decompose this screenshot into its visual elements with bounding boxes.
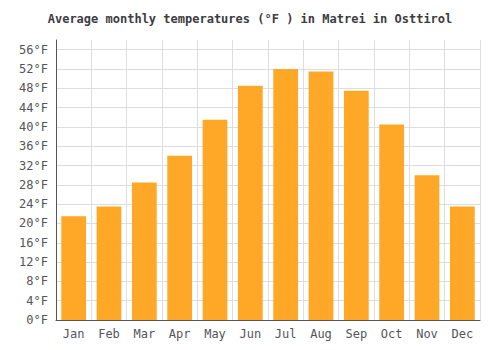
svg-text:Average monthly temperatures (: Average monthly temperatures (°F ) in Ma… (48, 12, 453, 26)
svg-text:Feb: Feb (98, 327, 120, 341)
svg-text:56°F: 56°F (19, 43, 48, 57)
svg-text:24°F: 24°F (19, 197, 48, 211)
svg-text:8°F: 8°F (26, 274, 48, 288)
svg-text:Mar: Mar (133, 327, 155, 341)
svg-text:Aug: Aug (310, 327, 332, 341)
svg-text:May: May (204, 327, 226, 341)
svg-text:Nov: Nov (416, 327, 438, 341)
svg-text:36°F: 36°F (19, 139, 48, 153)
svg-text:Sep: Sep (345, 327, 367, 341)
svg-text:Jun: Jun (239, 327, 261, 341)
svg-text:52°F: 52°F (19, 62, 48, 76)
svg-text:28°F: 28°F (19, 178, 48, 192)
svg-text:Apr: Apr (169, 327, 191, 341)
svg-text:Oct: Oct (381, 327, 403, 341)
svg-text:4°F: 4°F (26, 294, 48, 308)
svg-text:20°F: 20°F (19, 216, 48, 230)
svg-text:12°F: 12°F (19, 255, 48, 269)
svg-text:16°F: 16°F (19, 236, 48, 250)
svg-text:0°F: 0°F (26, 313, 48, 327)
svg-text:Dec: Dec (451, 327, 473, 341)
svg-text:Jul: Jul (275, 327, 297, 341)
svg-text:44°F: 44°F (19, 101, 48, 115)
svg-text:32°F: 32°F (19, 159, 48, 173)
svg-text:40°F: 40°F (19, 120, 48, 134)
svg-text:Jan: Jan (63, 327, 85, 341)
svg-text:48°F: 48°F (19, 81, 48, 95)
